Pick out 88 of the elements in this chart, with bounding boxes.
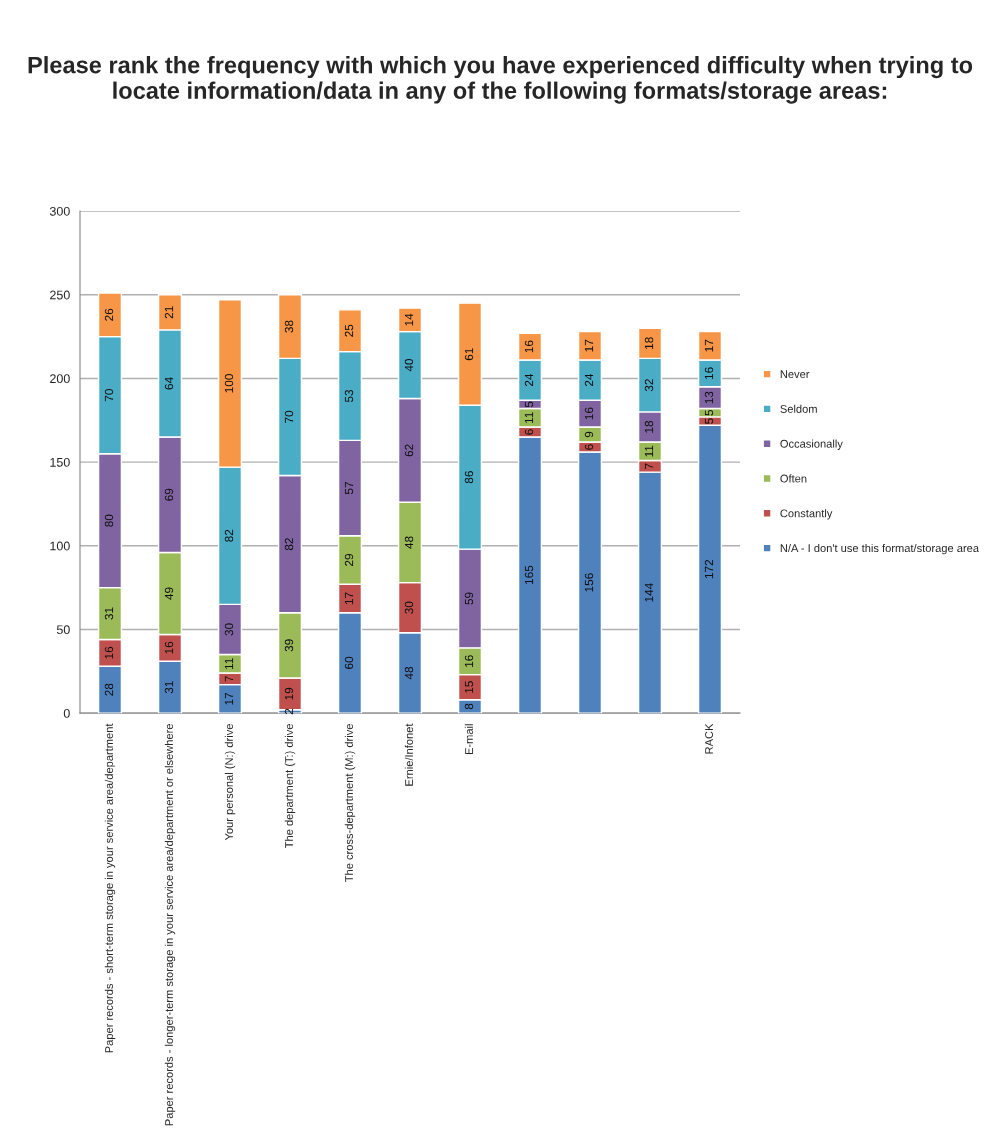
data-label: 86 (464, 471, 474, 484)
x-tick-label: Ernie/Infonet (404, 723, 413, 786)
data-label: 7 (224, 676, 234, 682)
data-label: 70 (284, 410, 294, 423)
y-tick-label: 300 (49, 206, 70, 216)
data-label: 32 (644, 379, 654, 392)
x-tick-label: RACK (705, 723, 713, 754)
data-label: 14 (404, 313, 414, 326)
data-label: 57 (344, 482, 354, 495)
data-label: 15 (464, 681, 474, 693)
data-label: 38 (284, 320, 294, 333)
data-label: 21 (164, 306, 174, 319)
data-label: 144 (644, 583, 654, 602)
y-tick-label: 100 (50, 541, 70, 551)
data-label: 17 (584, 339, 594, 352)
y-tick-label: 50 (56, 625, 70, 635)
data-label: 18 (644, 420, 654, 433)
data-label: 9 (584, 431, 594, 438)
y-tick-label: 0 (63, 708, 70, 718)
data-label: 60 (344, 656, 354, 669)
data-label: 31 (104, 607, 114, 620)
data-label: 39 (284, 639, 294, 652)
data-label: 5 (704, 409, 714, 416)
data-label: 6 (584, 444, 594, 450)
data-label: 64 (164, 377, 174, 390)
data-label: 17 (704, 339, 714, 352)
data-label: 25 (344, 324, 354, 337)
data-label: 16 (584, 407, 594, 420)
x-tick-label: The department (T:) drive (284, 724, 296, 849)
x-tick-label: E-mail (464, 724, 473, 755)
data-label: 16 (104, 646, 114, 659)
data-label: 29 (344, 554, 354, 566)
data-label: 11 (224, 658, 234, 669)
data-label: 100 (224, 374, 234, 393)
data-label: 82 (224, 529, 234, 542)
data-label: 17 (344, 592, 354, 605)
data-label: 7 (644, 463, 654, 469)
data-label: 59 (464, 592, 474, 605)
data-label: 53 (344, 389, 354, 403)
data-label: 26 (104, 308, 114, 321)
data-label: 19 (284, 687, 294, 700)
data-label: 40 (404, 358, 414, 372)
data-label: 49 (164, 587, 174, 600)
data-label: 82 (284, 538, 294, 551)
data-label: 6 (524, 429, 534, 435)
legend-label: Often (780, 474, 807, 483)
chart-title: Please rank the frequency with which you have experienced difficulty when trying to locate information/data in any of the following formats/storage areas: (28, 56, 973, 104)
y-tick-label: 250 (50, 290, 70, 300)
data-label: 48 (404, 536, 414, 549)
data-label: 48 (404, 666, 414, 680)
y-tick-label: 150 (50, 457, 70, 467)
data-label: 16 (704, 367, 714, 380)
data-label: 28 (104, 683, 114, 696)
data-label: 156 (584, 573, 594, 592)
data-label: 13 (704, 391, 714, 404)
legend-label: Seldom (780, 404, 817, 413)
data-label: 62 (404, 444, 414, 457)
data-label: 16 (164, 641, 174, 654)
data-label: 70 (104, 389, 114, 402)
data-label: 24 (584, 373, 594, 387)
legend-label: Occasionally (780, 439, 843, 450)
x-tick-label: Paper records - short-term storage in your service area/department (104, 723, 116, 1053)
x-tick-label: The cross-department (M:) drive (344, 724, 356, 882)
data-label: 30 (404, 601, 414, 614)
legend-label: Never (780, 370, 810, 379)
data-label: 172 (704, 559, 714, 579)
data-label: 80 (104, 514, 114, 527)
data-label: 5 (524, 401, 534, 408)
x-tick-label: Paper records - longer-term storage in your service area/department or elsewhere (164, 724, 176, 1126)
data-label: 31 (164, 681, 174, 694)
data-label: 2 (284, 708, 294, 715)
data-label: 11 (524, 412, 534, 423)
data-label: 165 (524, 565, 534, 585)
data-label: 24 (524, 373, 534, 387)
data-label: 17 (224, 692, 234, 705)
data-label: 5 (704, 418, 714, 424)
x-tick-label: Your personal (N:) drive (224, 724, 236, 841)
legend-label: N/A - I don't use this format/storage area (780, 543, 979, 555)
y-tick-label: 200 (50, 374, 70, 384)
data-label: 61 (464, 348, 474, 361)
data-label: 30 (224, 623, 234, 636)
legend-label: Constantly (780, 509, 833, 520)
data-label: 16 (464, 655, 474, 667)
data-label: 11 (644, 445, 654, 457)
data-label: 8 (464, 703, 474, 710)
data-label: 18 (644, 337, 654, 349)
data-label: 16 (524, 340, 534, 353)
data-label: 69 (164, 488, 174, 501)
